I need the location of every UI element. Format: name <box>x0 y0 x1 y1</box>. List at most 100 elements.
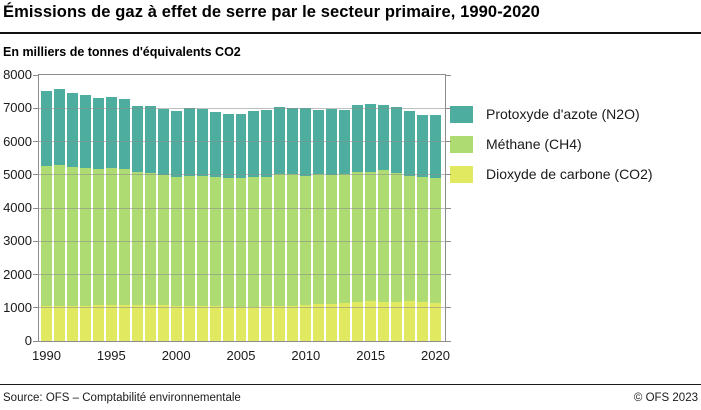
y-tick-right-3000 <box>446 240 451 242</box>
bar-segment-ch4-2006 <box>248 177 260 307</box>
gridline-1000 <box>39 307 445 309</box>
n2o-swatch-icon <box>450 105 473 123</box>
bar-segment-co2-2013 <box>339 303 351 341</box>
bar-1997 <box>131 75 143 341</box>
bar-segment-n2o-1992 <box>66 92 78 167</box>
bar-segment-co2-2004 <box>222 306 234 341</box>
y-tick-right-0 <box>446 340 451 342</box>
bar-2015 <box>365 75 377 341</box>
bar-segment-ch4-1998 <box>144 172 156 306</box>
y-tick-label-5000: 5000 <box>3 166 32 182</box>
chart-title: Émissions de gaz à effet de serre par le… <box>3 3 540 21</box>
bar-segment-n2o-1996 <box>118 98 130 169</box>
bar-segment-n2o-1995 <box>105 96 117 169</box>
bar-segment-n2o-2008 <box>274 107 286 174</box>
bar-segment-n2o-2011 <box>313 109 325 175</box>
y-tick-left-0 <box>33 340 38 342</box>
bar-2011 <box>313 75 325 341</box>
bar-segment-co2-2006 <box>248 306 260 341</box>
bar-segment-co2-2010 <box>300 305 312 341</box>
bar-segment-co2-1990 <box>41 306 52 341</box>
bar-segment-co2-1999 <box>157 305 169 341</box>
y-tick-left-5000 <box>33 174 38 176</box>
y-tick-left-3000 <box>33 240 38 242</box>
bar-segment-n2o-2000 <box>170 110 182 178</box>
bar-segment-ch4-2004 <box>222 178 234 307</box>
bar-segment-co2-2011 <box>313 304 325 341</box>
y-tick-right-5000 <box>446 174 451 176</box>
bar-segment-ch4-2008 <box>274 173 286 306</box>
gridline-7000 <box>39 107 445 109</box>
bar-segment-co2-1992 <box>66 305 78 341</box>
bar-segment-co2-1996 <box>118 305 130 341</box>
bar-segment-co2-2003 <box>209 306 221 341</box>
bar-segment-ch4-2015 <box>365 171 377 302</box>
legend-label-ch4: Méthane (CH4) <box>486 136 582 152</box>
unit-label: En milliers de tonnes d'équivalents CO2 <box>3 45 241 59</box>
bar-2005 <box>235 75 247 341</box>
bar-1992 <box>66 75 78 341</box>
x-tick-label-2010: 2010 <box>291 348 321 363</box>
y-tick-left-7000 <box>33 107 38 109</box>
bar-segment-n2o-2010 <box>300 108 312 176</box>
bar-2016 <box>378 75 390 341</box>
bar-segment-n2o-2005 <box>235 114 247 179</box>
bar-segment-n2o-2013 <box>339 110 351 175</box>
bar-segment-ch4-2010 <box>300 175 312 306</box>
bar-segment-ch4-2009 <box>287 174 299 307</box>
bar-segment-n2o-1990 <box>41 90 52 166</box>
bar-2012 <box>326 75 338 341</box>
bar-2018 <box>404 75 416 341</box>
x-tick-label-2020: 2020 <box>421 348 450 363</box>
bar-1994 <box>92 75 104 341</box>
bar-1991 <box>53 75 65 341</box>
x-tick-label-2000: 2000 <box>161 348 191 363</box>
y-tick-right-2000 <box>446 274 451 275</box>
bar-segment-co2-1994 <box>92 305 104 341</box>
bar-segment-ch4-2003 <box>209 177 221 307</box>
bar-segment-ch4-2016 <box>378 169 390 302</box>
bar-segment-co2-2000 <box>170 305 182 341</box>
bar-segment-co2-1995 <box>105 305 117 341</box>
bar-2003 <box>209 75 221 341</box>
bar-2020 <box>430 75 441 341</box>
gridline-6000 <box>39 141 445 142</box>
bar-1996 <box>118 75 130 341</box>
source-label: Source: OFS – Comptabilité environnement… <box>3 392 241 404</box>
bar-segment-n2o-2020 <box>430 115 441 179</box>
legend-label-n2o: Protoxyde d'azote (N2O) <box>486 106 640 122</box>
bar-segment-n2o-2002 <box>196 108 208 177</box>
bar-1998 <box>144 75 156 341</box>
y-tick-right-7000 <box>446 107 451 109</box>
bar-segment-ch4-2017 <box>391 173 403 302</box>
bar-segment-ch4-2011 <box>313 174 325 305</box>
y-tick-label-1000: 1000 <box>3 299 32 315</box>
bar-segment-ch4-2018 <box>404 175 416 302</box>
bar-segment-co2-2014 <box>352 302 364 341</box>
y-tick-right-4000 <box>446 207 451 209</box>
bar-segment-ch4-1991 <box>53 164 65 306</box>
bar-2010 <box>300 75 312 341</box>
bar-segment-co2-1998 <box>144 305 156 341</box>
bar-segment-ch4-1990 <box>41 165 52 307</box>
bar-segment-ch4-2013 <box>339 174 351 304</box>
copyright-label: © OFS 2023 <box>633 392 698 404</box>
bar-segment-n2o-1993 <box>79 95 91 169</box>
bar-2006 <box>248 75 260 341</box>
bar-segment-ch4-1994 <box>92 169 104 306</box>
y-tick-left-4000 <box>33 207 38 209</box>
bar-segment-co2-2002 <box>196 306 208 341</box>
legend-item-ch4: Méthane (CH4) <box>450 134 582 154</box>
bar-segment-ch4-1997 <box>131 171 143 306</box>
bar-segment-co2-2005 <box>235 306 247 341</box>
bar-segment-n2o-2012 <box>326 108 338 176</box>
bar-segment-n2o-1991 <box>53 89 65 165</box>
legend-item-co2: Dioxyde de carbone (CO2) <box>450 164 653 184</box>
bar-segment-ch4-1992 <box>66 166 78 306</box>
bar-2013 <box>339 75 351 341</box>
x-tick-label-1995: 1995 <box>96 348 126 363</box>
bar-segment-ch4-1993 <box>79 168 91 306</box>
bar-segment-co2-1997 <box>131 305 143 341</box>
y-tick-label-6000: 6000 <box>3 133 32 149</box>
